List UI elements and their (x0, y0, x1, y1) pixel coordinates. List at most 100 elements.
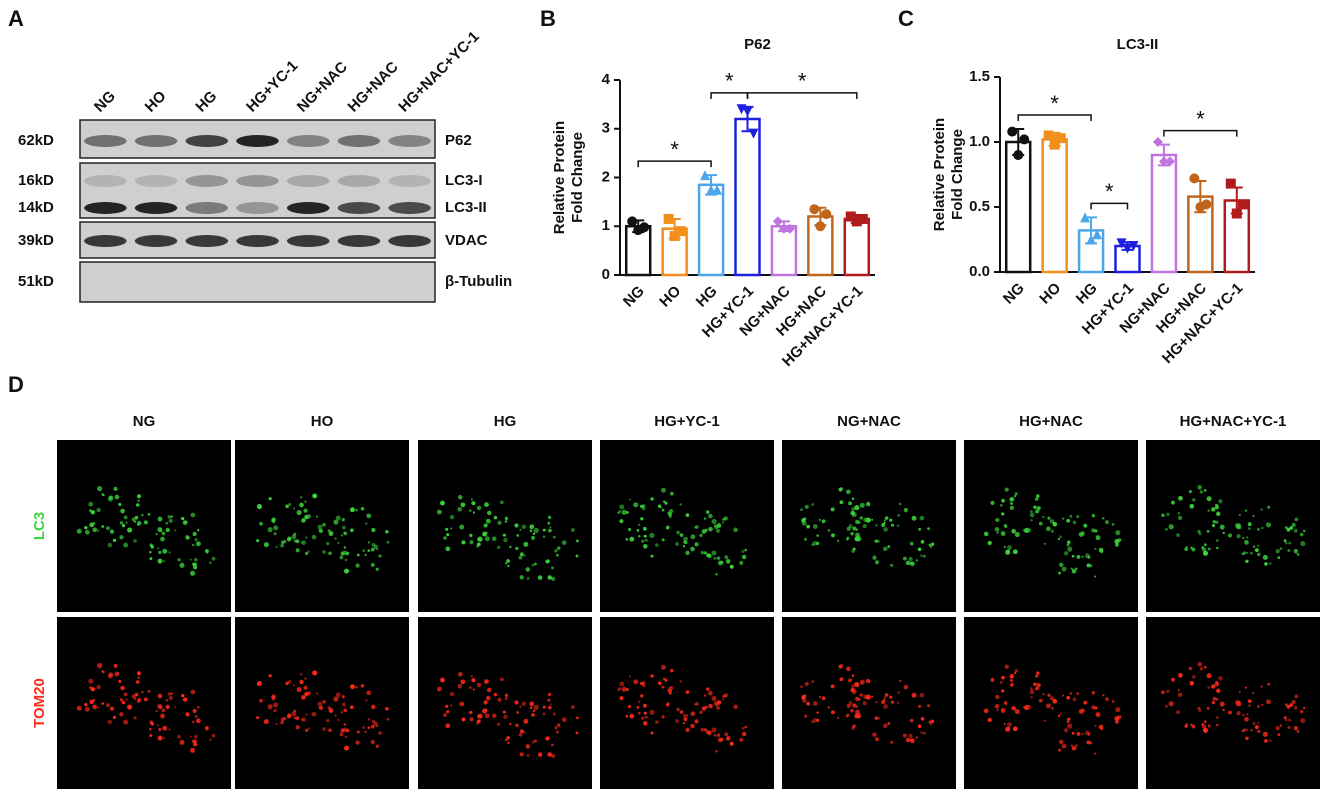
fluorescent-spot (350, 507, 355, 513)
fluorescent-spot (157, 558, 163, 564)
fluorescent-spot (135, 503, 140, 507)
fluorescent-spot (340, 728, 345, 733)
fluorescent-spot (205, 727, 209, 731)
fluorescent-spot (1247, 699, 1252, 704)
column-label: HO (311, 413, 334, 430)
fluorescent-spot (922, 554, 926, 558)
fluorescent-spot (679, 710, 684, 714)
fluorescent-spot (575, 731, 579, 735)
fluorescent-spot (157, 693, 163, 699)
fluorescent-spot (890, 523, 895, 527)
fluorescent-spot (905, 737, 911, 743)
fluorescent-spot (851, 497, 855, 501)
fluorescent-spot (112, 538, 117, 542)
fluorescent-spot (872, 732, 877, 737)
fluorescent-spot (690, 711, 696, 717)
fluorescent-spot (1071, 745, 1077, 751)
fluorescent-spot (801, 695, 806, 700)
fluorescent-spot (147, 513, 151, 516)
fluorescent-spot (194, 538, 198, 542)
fluorescent-spot (141, 690, 144, 694)
fluorescent-spot (341, 518, 345, 522)
molecular-weight: 51kD (18, 273, 54, 290)
fluorescent-spot (1199, 490, 1204, 494)
fluorescent-spot (637, 523, 641, 526)
fluorescent-spot (1244, 686, 1248, 689)
fluorescent-spot (181, 516, 185, 521)
data-point (784, 223, 795, 234)
fluorescent-spot (890, 740, 894, 744)
fluorescent-spot (450, 704, 453, 707)
fluorescent-spot (537, 575, 543, 580)
fluorescent-spot (167, 692, 172, 696)
fluorescent-spot (275, 722, 278, 725)
fluorescent-spot (1206, 496, 1212, 502)
fluorescent-spot (682, 722, 686, 725)
fluorescent-spot (133, 716, 137, 720)
fluorescent-spot (165, 704, 170, 710)
fluorescent-spot (741, 726, 745, 730)
band (134, 175, 178, 187)
fluorescent-spot (158, 704, 163, 710)
fluorescent-spot (436, 686, 442, 692)
fluorescent-spot (1252, 515, 1255, 518)
fluorescent-spot (1279, 547, 1283, 550)
significance-label: * (1050, 91, 1059, 116)
fluorescent-spot (547, 692, 552, 697)
fluorescent-spot (333, 519, 339, 525)
fluorescent-spot (690, 546, 695, 552)
fluorescent-spot (1207, 686, 1210, 689)
fluorescent-spot (1218, 499, 1223, 504)
fluorescent-spot (655, 543, 659, 547)
fluorescent-spot (649, 532, 655, 538)
fluorescent-spot (344, 558, 348, 562)
fluorescent-spot (485, 531, 488, 535)
fluorescent-spot (1166, 512, 1170, 517)
fluorescent-spot (440, 500, 445, 506)
fluorescent-spot (570, 528, 575, 532)
fluorescent-spot (1242, 537, 1245, 540)
fluorescent-spot (443, 536, 447, 540)
fluorescent-spot (716, 705, 720, 710)
fluorescent-spot (160, 536, 165, 542)
fluorescent-spot (711, 550, 717, 556)
fluorescent-spot (1215, 539, 1219, 542)
fluorescent-spot (1222, 531, 1225, 535)
fluorescent-spot (1066, 518, 1071, 523)
fluorescent-spot (1284, 541, 1288, 545)
fluorescent-spot (542, 528, 546, 532)
fluorescent-spot (811, 503, 815, 507)
fluorescent-spot (1043, 542, 1046, 545)
band (185, 175, 229, 187)
fluorescent-spot (848, 678, 853, 683)
fluorescent-spot (341, 695, 345, 699)
fluorescent-spot (345, 745, 350, 750)
fluorescent-spot (137, 520, 142, 526)
fluorescent-spot (518, 555, 523, 560)
fluorescent-spot (650, 731, 654, 735)
fluorescent-spot (1014, 492, 1018, 496)
fluorescent-spot (327, 529, 331, 533)
band (84, 202, 127, 214)
fluorescent-spot (1012, 549, 1018, 555)
fluorescent-spot (88, 501, 94, 507)
fluorescent-spot (312, 670, 318, 676)
fluorescent-spot (301, 718, 304, 721)
fluorescent-spot (1303, 706, 1306, 710)
lane-label: NG (91, 88, 119, 116)
fluorescent-spot (637, 700, 641, 703)
fluorescent-spot (518, 732, 523, 737)
fluorescent-spot (1269, 739, 1272, 742)
fluorescent-spot (625, 537, 629, 541)
data-point (1225, 178, 1236, 189)
fluorescent-spot (1286, 527, 1291, 532)
fluorescent-spot (271, 518, 275, 523)
fluorescent-spot (887, 722, 891, 725)
fluorescent-spot (461, 540, 466, 545)
fluorescent-spot (450, 527, 453, 530)
fluorescent-spot (469, 711, 473, 714)
fluorescent-spot (724, 555, 729, 560)
fluorescent-spot (694, 703, 697, 706)
fluorescent-spot (194, 715, 198, 719)
fluorescent-spot (509, 722, 512, 725)
